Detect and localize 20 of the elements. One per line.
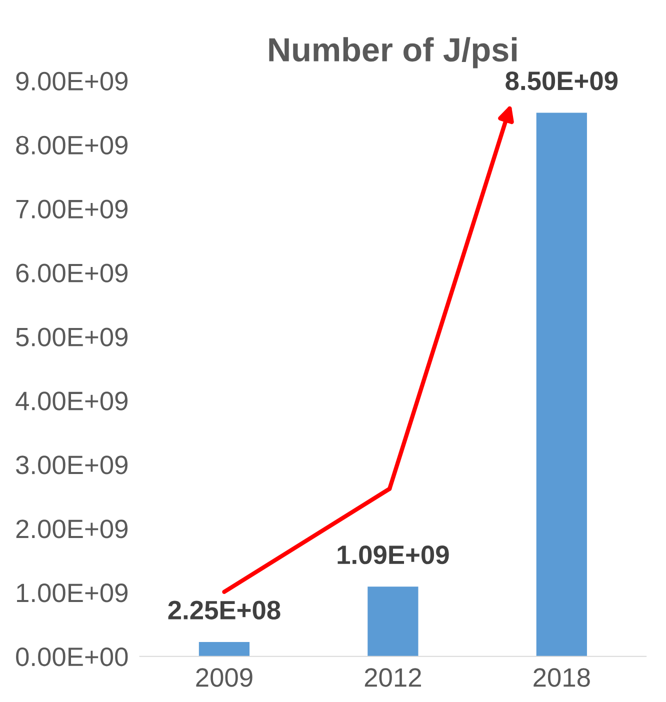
x-tick-label: 2018 (534, 668, 590, 687)
bar (368, 586, 418, 656)
x-tick-label: 2012 (364, 668, 421, 687)
y-tick-label: 4.00E+09 (16, 392, 128, 410)
data-label: 8.50E+09 (506, 72, 618, 90)
y-tick-label: 5.00E+09 (16, 328, 128, 346)
x-tick-label: 2009 (196, 668, 252, 687)
y-tick-label: 0.00E+00 (16, 648, 128, 666)
data-label: 1.09E+09 (338, 545, 449, 564)
y-tick-label: 9.00E+09 (16, 72, 128, 91)
y-tick-label: 1.00E+09 (17, 584, 128, 602)
y-tick-label: 2.00E+09 (16, 520, 128, 538)
bar (198, 642, 250, 656)
data-label: 2.25E+08 (168, 600, 280, 620)
y-tick-label: 3.00E+09 (16, 456, 128, 474)
y-tick-label: 7.00E+09 (16, 200, 128, 218)
bar (536, 112, 587, 656)
chart-title: Number of J/psi (269, 37, 517, 68)
y-tick-label: 8.00E+09 (16, 136, 128, 155)
y-tick-label: 6.00E+09 (16, 264, 128, 282)
